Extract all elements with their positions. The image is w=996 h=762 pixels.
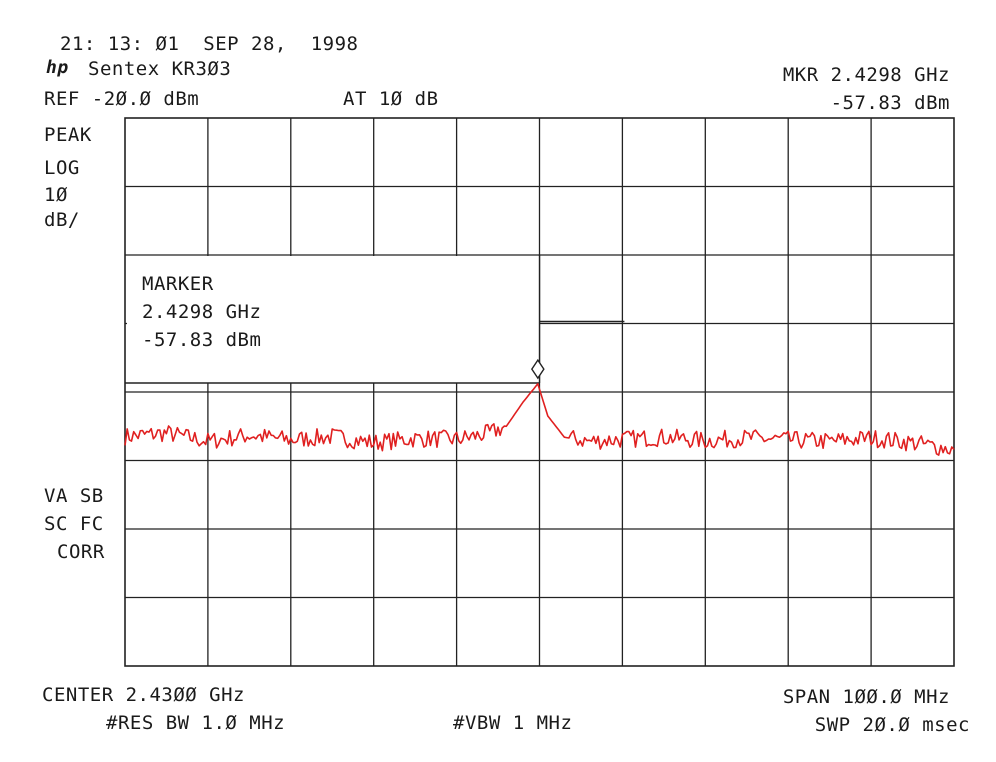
attenuation: AT 1Ø dB (343, 88, 439, 110)
marker-diamond (531, 358, 545, 380)
marker-box-level: -57.83 dBm (142, 329, 262, 351)
detector-mode: PEAK (44, 124, 92, 146)
marker-box-title: MARKER (142, 273, 214, 295)
marker-box-frequency: 2.4298 GHz (142, 301, 262, 323)
scale-value: 1Ø (44, 184, 68, 206)
mode-annotation-2: SC FC (44, 513, 104, 535)
marker-level-readout: -57.83 dBm (830, 92, 950, 114)
sweep-time: SWP 2Ø.Ø msec (814, 714, 970, 736)
graticule-grid (124, 117, 955, 667)
scale-type: LOG (44, 157, 80, 179)
center-frequency: CENTER 2.43ØØ GHz (42, 684, 245, 706)
hp-logo: hp (46, 57, 69, 78)
marker-box-background (127, 256, 540, 383)
reference-level: REF -2Ø.Ø dBm (44, 88, 200, 110)
marker-frequency-readout: MKR 2.4298 GHz (782, 64, 950, 86)
resolution-bandwidth: #RES BW 1.Ø MHz (106, 712, 286, 734)
correction-annotation: CORR (57, 541, 105, 563)
video-bandwidth: #VBW 1 MHz (453, 712, 573, 734)
mode-annotation-1: VA SB (44, 485, 104, 507)
marker-readout-box (125, 255, 625, 384)
scale-unit: dB/ (44, 209, 80, 231)
device-label: Sentex KR3Ø3 (88, 58, 232, 80)
trace-line (124, 383, 955, 456)
timestamp: 21: 13: Ø1 SEP 28, 1998 (60, 33, 359, 55)
frequency-span: SPAN 1ØØ.Ø MHz (782, 686, 950, 708)
